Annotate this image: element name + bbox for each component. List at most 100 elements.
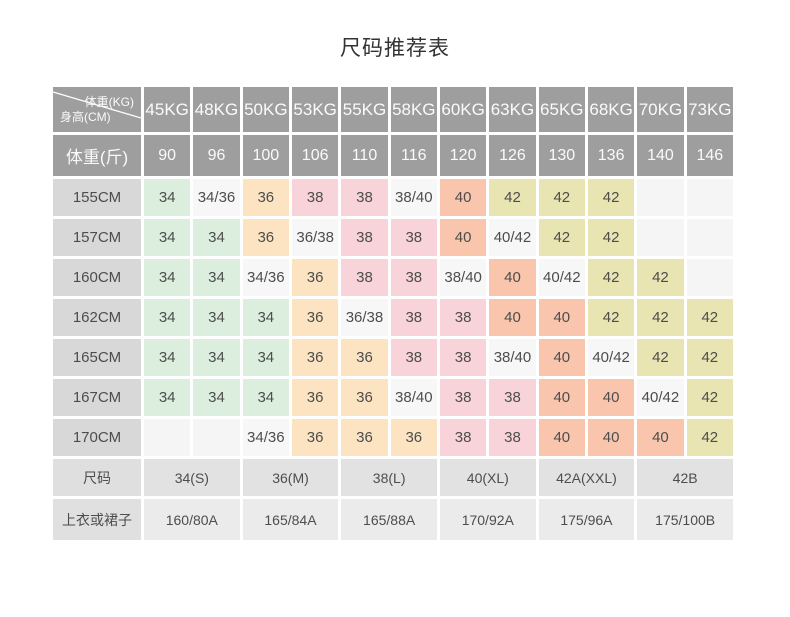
size-cell: 36/38 xyxy=(291,219,339,256)
size-cell: 42 xyxy=(686,379,733,416)
height-row-170cm: 170CM 34/36 36 36 36 38 38 40 40 40 42 xyxy=(53,419,733,456)
weight-jin-value: 146 xyxy=(686,135,733,176)
height-label: 157CM xyxy=(53,219,141,256)
size-cell: 42 xyxy=(587,179,635,216)
size-chart-page: 尺码推荐表 体重(KG) 身高(CM) 45KG 48KG 50KG 53KG 55KG 58… xyxy=(0,32,790,543)
weight-jin-value: 116 xyxy=(390,135,437,176)
size-cell: 40 xyxy=(587,379,635,416)
size-cell: 38/40 xyxy=(390,179,437,216)
size-cell xyxy=(144,419,191,456)
size-cell xyxy=(686,219,733,256)
size-cell: 36 xyxy=(291,419,339,456)
garment-spec-cell: 160/80A xyxy=(144,499,240,540)
size-cell: 34/36 xyxy=(193,179,240,216)
size-cell: 38 xyxy=(439,299,487,336)
garment-spec-cell: 165/84A xyxy=(242,499,339,540)
size-code-cell: 36(M) xyxy=(242,459,339,496)
size-cell: 38 xyxy=(341,179,388,216)
size-cell: 34 xyxy=(144,179,191,216)
weight-kg-header: 50KG xyxy=(242,87,289,132)
diagonal-divider-line xyxy=(53,91,141,119)
weight-kg-header: 63KG xyxy=(489,87,536,132)
size-cell: 38 xyxy=(390,339,437,376)
size-cell: 40 xyxy=(587,419,635,456)
garment-spec-cell: 175/100B xyxy=(637,499,733,540)
height-label: 160CM xyxy=(53,259,141,296)
size-cell: 36 xyxy=(341,419,388,456)
height-label: 162CM xyxy=(53,299,141,336)
size-cell xyxy=(686,259,733,296)
size-cell: 40 xyxy=(538,419,585,456)
size-cell: 34 xyxy=(193,219,240,256)
size-code-cell: 42A(XXL) xyxy=(538,459,635,496)
height-row-160cm: 160CM 34 34 34/36 36 38 38 38/40 40 40/42 42 42 xyxy=(53,259,733,296)
garment-spec-cell: 175/96A xyxy=(538,499,635,540)
size-cell xyxy=(686,179,733,216)
weight-kg-header: 45KG xyxy=(144,87,191,132)
height-label: 170CM xyxy=(53,419,141,456)
size-cell: 40/42 xyxy=(489,219,536,256)
weight-jin-value: 100 xyxy=(242,135,289,176)
header-row-kg: 体重(KG) 身高(CM) 45KG 48KG 50KG 53KG 55KG 58KG 60KG… xyxy=(53,87,733,132)
size-cell xyxy=(637,219,684,256)
size-cell: 40/42 xyxy=(538,259,585,296)
size-cell: 38 xyxy=(439,379,487,416)
weight-jin-value: 110 xyxy=(341,135,388,176)
garment-spec-row: 上衣或裙子 160/80A 165/84A 165/88A 170/92A 175/96A… xyxy=(53,499,733,540)
weight-jin-value: 126 xyxy=(489,135,536,176)
size-cell: 42 xyxy=(637,339,684,376)
size-cell: 40 xyxy=(538,339,585,376)
height-row-155cm: 155CM 34 34/36 36 38 38 38/40 40 42 42 42 xyxy=(53,179,733,216)
page-title: 尺码推荐表 xyxy=(340,37,450,60)
size-cell: 34 xyxy=(193,339,240,376)
size-cell: 40 xyxy=(439,179,487,216)
weight-jin-label: 体重(斤) xyxy=(53,135,141,176)
size-cell: 38 xyxy=(341,259,388,296)
size-cell: 42 xyxy=(686,299,733,336)
weight-jin-value: 136 xyxy=(587,135,635,176)
size-cell: 36 xyxy=(291,339,339,376)
weight-jin-value: 90 xyxy=(144,135,191,176)
garment-spec-cell: 165/88A xyxy=(341,499,437,540)
weight-jin-value: 96 xyxy=(193,135,240,176)
weight-kg-header: 68KG xyxy=(587,87,635,132)
size-cell: 40/42 xyxy=(637,379,684,416)
size-cell: 34 xyxy=(242,379,289,416)
size-cell: 36 xyxy=(242,179,289,216)
weight-jin-value: 140 xyxy=(637,135,684,176)
weight-kg-header: 48KG xyxy=(193,87,240,132)
size-row-label: 尺码 xyxy=(53,459,141,496)
size-cell: 34 xyxy=(144,379,191,416)
corner-weight-label: 体重(KG) xyxy=(84,95,134,109)
garment-row-label: 上衣或裙子 xyxy=(53,499,141,540)
size-code-cell: 34(S) xyxy=(144,459,240,496)
size-code-cell: 40(XL) xyxy=(439,459,536,496)
size-cell: 38 xyxy=(390,259,437,296)
size-cell: 34/36 xyxy=(242,259,289,296)
weight-kg-header: 73KG xyxy=(686,87,733,132)
size-cell: 38 xyxy=(341,219,388,256)
weight-jin-value: 120 xyxy=(439,135,487,176)
size-cell: 42 xyxy=(637,299,684,336)
size-cell: 38 xyxy=(489,419,536,456)
weight-jin-value: 106 xyxy=(291,135,339,176)
size-cell: 42 xyxy=(587,299,635,336)
size-cell: 38 xyxy=(390,299,437,336)
size-cell: 42 xyxy=(538,219,585,256)
size-cell: 36 xyxy=(291,299,339,336)
size-cell: 36 xyxy=(291,259,339,296)
size-cell: 36 xyxy=(341,339,388,376)
size-cell: 40 xyxy=(538,379,585,416)
weight-kg-header: 60KG xyxy=(439,87,487,132)
size-cell: 36/38 xyxy=(341,299,388,336)
weight-kg-header: 70KG xyxy=(637,87,684,132)
height-row-165cm: 165CM 34 34 34 36 36 38 38 38/40 40 40/42 42 42 xyxy=(53,339,733,376)
size-cell: 34 xyxy=(242,339,289,376)
size-cell: 34 xyxy=(193,379,240,416)
size-cell: 34 xyxy=(242,299,289,336)
size-code-cell: 42B xyxy=(637,459,733,496)
height-row-162cm: 162CM 34 34 34 36 36/38 38 38 40 40 42 42 42 xyxy=(53,299,733,336)
size-cell xyxy=(193,419,240,456)
weight-jin-value: 130 xyxy=(538,135,585,176)
size-cell: 38/40 xyxy=(489,339,536,376)
